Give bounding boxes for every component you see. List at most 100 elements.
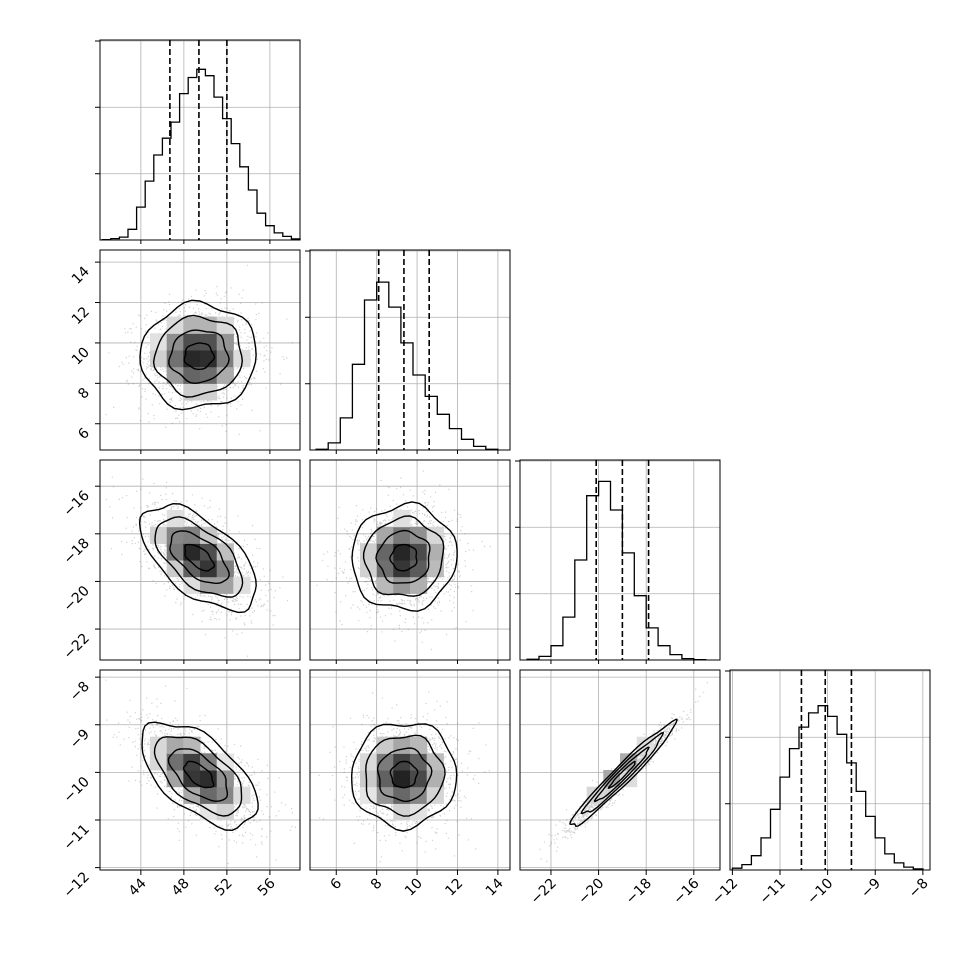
histogram-panel-3	[725, 669, 931, 871]
ytick-label-1-2: 10	[69, 344, 93, 368]
density-block-2-5-6	[393, 543, 411, 561]
contour-3-1	[167, 748, 229, 802]
ytick-label-3-1: −11	[61, 822, 93, 854]
contour-2-3	[351, 501, 458, 612]
contour-1-2	[154, 516, 244, 598]
density-block-2-7-6	[426, 543, 444, 561]
density-block-2-5-4	[393, 576, 411, 594]
panel-content-3	[100, 670, 300, 870]
contour-4-2	[365, 734, 446, 817]
density-block-4-4-5	[376, 770, 394, 788]
density-block-0-7-4	[216, 366, 234, 384]
contour-5-1	[593, 746, 650, 803]
xtick-label-1-3: 12	[442, 876, 466, 900]
density-block-4-3-5	[360, 770, 378, 788]
density-block-2-5-8	[393, 510, 411, 528]
panel-frame-0-1	[99, 249, 301, 451]
panel-frame-0-0	[99, 39, 301, 241]
panel-content-2	[310, 460, 510, 660]
xtick-label-1-0: 6	[328, 875, 346, 893]
panel-frame-3-3	[729, 669, 931, 871]
contour-0-2	[152, 314, 244, 398]
contour-2-0	[389, 543, 418, 572]
hist-step-1	[315, 281, 499, 450]
xtick-label-2-1: −20	[575, 876, 607, 908]
xtick-label-2-0: −22	[528, 876, 560, 908]
ytick-label-3-4: −8	[67, 679, 93, 705]
panel-content-1	[100, 460, 300, 660]
density-block-3-7-4	[216, 786, 234, 804]
density-block-0-7-7	[216, 316, 234, 334]
scatter-panel-0-2	[99, 459, 301, 661]
density-block-1-6-5	[200, 560, 218, 578]
density-block-1-4-7	[166, 526, 184, 544]
density-block-2-6-6	[410, 543, 428, 561]
panel-frame-0-2	[99, 459, 301, 661]
density-block-2-4-6	[376, 543, 394, 561]
xtick-label-1-2: 10	[402, 876, 426, 900]
ytick-label-3-2: −10	[61, 774, 93, 806]
density-block-0-4-4	[166, 366, 184, 384]
density-block-1-6-4	[200, 576, 218, 594]
panel-frame-1-2	[309, 459, 511, 661]
density-block-2-6-7	[410, 526, 428, 544]
density-block-0-5-7	[183, 316, 201, 334]
panel-frame-1-1	[309, 249, 511, 451]
density-block-0-5-4	[183, 366, 201, 384]
density-block-4-6-6	[410, 753, 428, 771]
ytick-label-1-4: 14	[69, 264, 93, 288]
contour-2-1	[375, 529, 431, 584]
contour-4-3	[350, 723, 458, 832]
density-block-0-5-6	[183, 333, 201, 351]
density-block-4-4-6	[376, 753, 394, 771]
contour-1-3	[138, 502, 257, 614]
density-block-4-5-3	[393, 803, 411, 821]
density-block-1-7-4	[216, 576, 234, 594]
panel-frame-2-2	[519, 459, 721, 661]
density-block-2-3-6	[360, 543, 378, 561]
density-block-2-4-4	[376, 576, 394, 594]
density-block-3-6-5	[200, 770, 218, 788]
xtick-label-3-2: −10	[804, 876, 836, 908]
xtick-label-0-0: 44	[126, 875, 150, 899]
density-block-3-3-6	[150, 753, 168, 771]
density-block-1-4-6	[166, 543, 184, 561]
ytick-label-1-0: 6	[75, 425, 93, 443]
xtick-label-0-2: 52	[212, 876, 236, 900]
density-block-0-6-6	[200, 333, 218, 351]
density-block-3-4-5	[166, 770, 184, 788]
density-block-4-7-6	[426, 753, 444, 771]
density-block-1-5-7	[183, 526, 201, 544]
panel-frame-1-3	[309, 669, 511, 871]
xtick-label-2-3: −16	[670, 875, 702, 907]
xtick-label-3-1: −11	[757, 876, 789, 908]
density-block-0-3-6	[150, 333, 168, 351]
density-block-3-7-6	[216, 753, 234, 771]
density-block-4-6-7	[410, 736, 428, 754]
ytick-label-3-3: −9	[67, 726, 93, 752]
panel-frame-0-3	[99, 669, 301, 871]
density-block-0-5-3	[183, 383, 201, 401]
xtick-label-2-2: −18	[623, 876, 655, 908]
density-block-3-3-7	[150, 736, 168, 754]
density-block-3-7-3	[216, 803, 234, 821]
density-block-3-6-4	[200, 786, 218, 804]
scatter-panel-0-3	[99, 669, 301, 871]
hist-step-2	[526, 480, 707, 661]
contour-4-0	[389, 760, 419, 789]
panel-content-0	[100, 250, 300, 450]
histogram-panel-2	[515, 459, 721, 661]
histogram-panel-0	[95, 39, 301, 241]
contour-1-1	[169, 530, 230, 585]
scatter-panel-2-3	[519, 669, 721, 871]
histogram-panel-1	[305, 249, 511, 451]
hist-step-3	[731, 705, 924, 870]
contour-0-1	[168, 329, 230, 385]
contour-3-0	[182, 760, 215, 789]
density-block-1-4-8	[166, 510, 184, 528]
density-block-1-6-6	[200, 543, 218, 561]
density-block-4-7-4	[426, 786, 444, 804]
ytick-label-3-0: −12	[61, 869, 93, 901]
hist-step-0	[101, 68, 301, 241]
